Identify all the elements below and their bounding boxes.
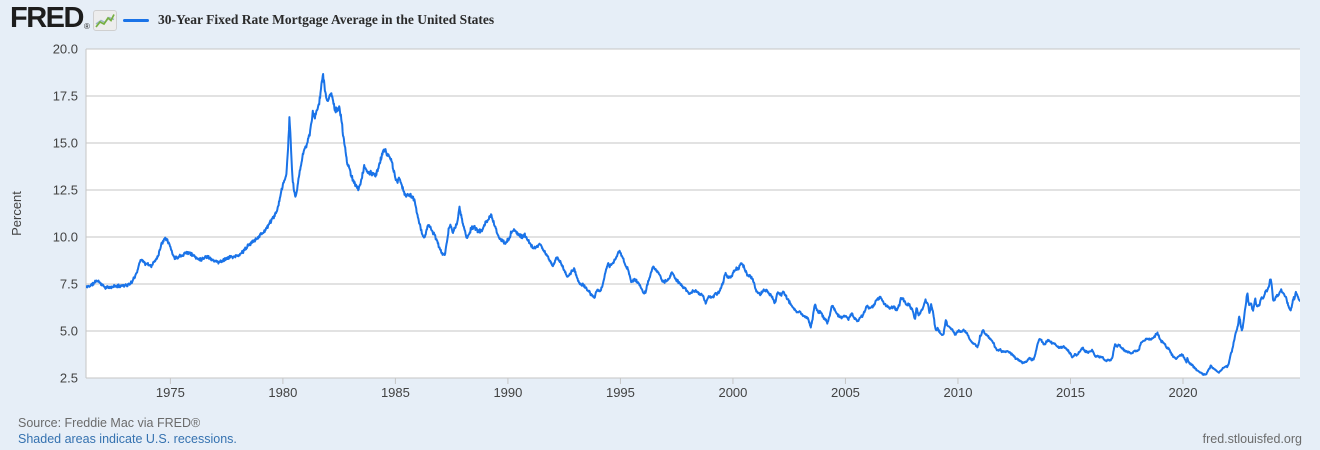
y-tick-label: 20.0 <box>53 42 78 57</box>
x-tick-label: 2000 <box>718 385 747 400</box>
plot-area[interactable] <box>86 49 1300 378</box>
x-tick-label: 1990 <box>493 385 522 400</box>
recessions-link[interactable]: Shaded areas indicate U.S. recessions. <box>18 432 237 446</box>
data-line[interactable] <box>86 73 1300 376</box>
y-tick-label: 7.5 <box>60 277 78 292</box>
x-tick-label: 2005 <box>831 385 860 400</box>
fred-logo[interactable]: FRED ® <box>10 2 117 34</box>
legend-label: 30-Year Fixed Rate Mortgage Average in t… <box>158 12 495 27</box>
fred-logo-chart-icon <box>92 10 117 31</box>
x-tick-label: 1985 <box>381 385 410 400</box>
x-tick-label: 2015 <box>1056 385 1085 400</box>
x-tick-label: 1995 <box>606 385 635 400</box>
y-tick-label: 17.5 <box>53 89 78 104</box>
series-legend[interactable]: 30-Year Fixed Rate Mortgage Average in t… <box>123 12 494 28</box>
y-tick-label: 2.5 <box>60 371 78 386</box>
y-tick-label: 5.0 <box>60 324 78 339</box>
y-tick-label: 12.5 <box>53 183 78 198</box>
x-tick-label: 1980 <box>268 385 297 400</box>
chart-header: FRED ® 30-Year Fixed Rate Mortgage Avera… <box>0 0 1320 42</box>
x-tick-label: 2010 <box>944 385 973 400</box>
fred-logo-text: FRED <box>10 2 84 34</box>
fred-site-link[interactable]: fred.stlouisfed.org <box>1202 432 1302 446</box>
registered-trademark: ® <box>83 22 90 31</box>
source-text: Source: Freddie Mac via FRED® <box>18 416 201 430</box>
y-axis-title: Percent <box>9 191 24 236</box>
y-tick-label: 15.0 <box>53 136 78 151</box>
legend-line-swatch <box>123 18 149 22</box>
x-tick-label: 2020 <box>1169 385 1198 400</box>
x-tick-label: 1975 <box>156 385 185 400</box>
y-tick-label: 10.0 <box>53 230 78 245</box>
